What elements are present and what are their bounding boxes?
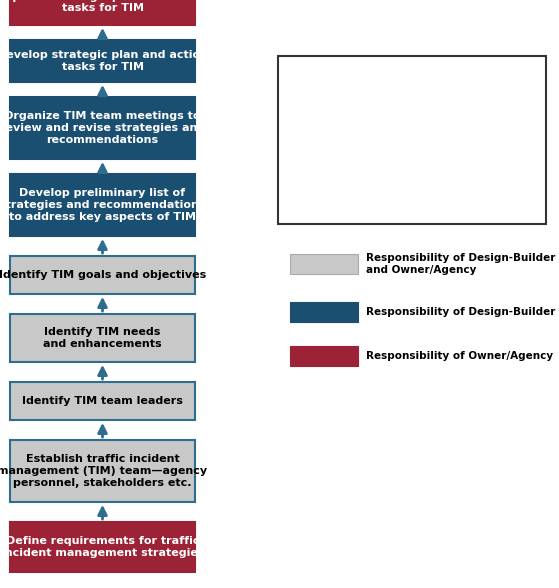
FancyBboxPatch shape xyxy=(10,382,195,420)
FancyBboxPatch shape xyxy=(10,522,195,572)
Text: Responsibility of Design-Builder
and Owner/Agency: Responsibility of Design-Builder and Own… xyxy=(366,253,556,275)
Text: Define requirements for traffic
incident management strategies: Define requirements for traffic incident… xyxy=(1,536,204,558)
FancyBboxPatch shape xyxy=(290,254,358,274)
FancyBboxPatch shape xyxy=(10,440,195,502)
Text: Responsibility of Design-Builder: Responsibility of Design-Builder xyxy=(366,307,556,317)
Text: Establish traffic incident
management (TIM) team—agency
personnel, stakeholders : Establish traffic incident management (T… xyxy=(0,455,207,487)
FancyBboxPatch shape xyxy=(278,56,546,224)
Text: Develop strategic plan and action
tasks for TIM: Develop strategic plan and action tasks … xyxy=(0,50,208,72)
Text: Identify TIM goals and objectives: Identify TIM goals and objectives xyxy=(0,270,206,280)
FancyBboxPatch shape xyxy=(10,174,195,236)
FancyBboxPatch shape xyxy=(290,346,358,366)
FancyBboxPatch shape xyxy=(10,97,195,159)
Text: Responsibility of Owner/Agency: Responsibility of Owner/Agency xyxy=(366,351,553,361)
Text: Identify TIM team leaders: Identify TIM team leaders xyxy=(22,396,183,406)
FancyBboxPatch shape xyxy=(10,256,195,294)
Text: Identify TIM needs
and enhancements: Identify TIM needs and enhancements xyxy=(43,327,162,349)
FancyBboxPatch shape xyxy=(290,302,358,322)
Text: Organize TIM team meetings to
review and revise strategies and
recommendations: Organize TIM team meetings to review and… xyxy=(0,111,205,145)
FancyBboxPatch shape xyxy=(10,0,195,25)
Text: Develop preliminary list of
strategies and recommendations
to address key aspect: Develop preliminary list of strategies a… xyxy=(0,188,206,222)
FancyBboxPatch shape xyxy=(10,40,195,82)
FancyBboxPatch shape xyxy=(10,314,195,362)
Text: Approve strategic plan and action
tasks for TIM: Approve strategic plan and action tasks … xyxy=(0,0,209,14)
